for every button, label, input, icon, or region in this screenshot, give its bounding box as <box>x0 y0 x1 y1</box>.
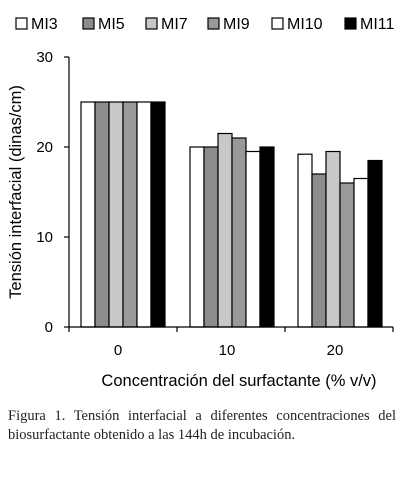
legend-swatch-mi11 <box>344 17 357 30</box>
legend: MI3 MI5 MI7 MI9 MI10 MI11 <box>15 16 394 33</box>
bar-mi10-0 <box>136 101 152 328</box>
x-tick-label: 20 <box>327 342 344 359</box>
bar-mi11-10 <box>259 146 275 328</box>
bar-mi7-10 <box>217 132 233 328</box>
x-tick-label: 10 <box>219 342 236 359</box>
bar-mi10-20 <box>353 177 369 328</box>
figure-caption: Figura 1. Tensión interfacial a diferent… <box>8 408 396 443</box>
bar-mi11-20 <box>367 159 383 328</box>
y-axis-ticks: 0 10 20 30 <box>36 49 69 336</box>
bar-mi5-20 <box>311 173 327 328</box>
x-axis-ticks: 0 10 20 <box>68 327 394 359</box>
bar-mi3-10 <box>189 146 205 328</box>
legend-label-mi7: MI7 <box>161 16 188 33</box>
legend-label-mi3: MI3 <box>31 16 58 33</box>
x-axis-label: Concentración del surfactante (% v/v) <box>101 372 376 390</box>
bar-mi9-20 <box>339 182 355 328</box>
bar-mi10-10 <box>245 150 261 328</box>
bar-mi11-0 <box>150 101 166 328</box>
y-axis-label: Tensión interfacial (dinas/cm) <box>7 85 25 299</box>
legend-label-mi10: MI10 <box>287 16 323 33</box>
bar-mi9-0 <box>122 101 138 328</box>
bar-mi9-10 <box>231 137 247 328</box>
legend-swatch-mi5 <box>82 17 95 30</box>
bar-mi5-10 <box>203 146 219 328</box>
legend-swatch-mi7 <box>145 17 158 30</box>
bar-mi3-0 <box>80 101 96 328</box>
bar-mi7-20 <box>325 150 341 328</box>
bar-chart: MI3 MI5 MI7 MI9 MI10 MI11 0 10 20 30 0 10 20 Conce… <box>7 16 394 390</box>
legend-swatch-mi10 <box>271 17 284 30</box>
bar-mi7-0 <box>108 101 124 328</box>
x-tick-label: 0 <box>114 342 122 359</box>
y-tick-label: 20 <box>36 139 53 156</box>
legend-label-mi11: MI11 <box>360 16 394 33</box>
y-tick-label: 0 <box>45 319 53 336</box>
y-tick-label: 30 <box>36 49 53 66</box>
y-tick-label: 10 <box>36 229 53 246</box>
bar-mi5-0 <box>94 101 110 328</box>
legend-label-mi5: MI5 <box>98 16 125 33</box>
bar-mi3-20 <box>297 153 313 328</box>
legend-label-mi9: MI9 <box>223 16 250 33</box>
legend-swatch-mi3 <box>15 17 28 30</box>
legend-swatch-mi9 <box>207 17 220 30</box>
plot-area <box>80 101 383 328</box>
